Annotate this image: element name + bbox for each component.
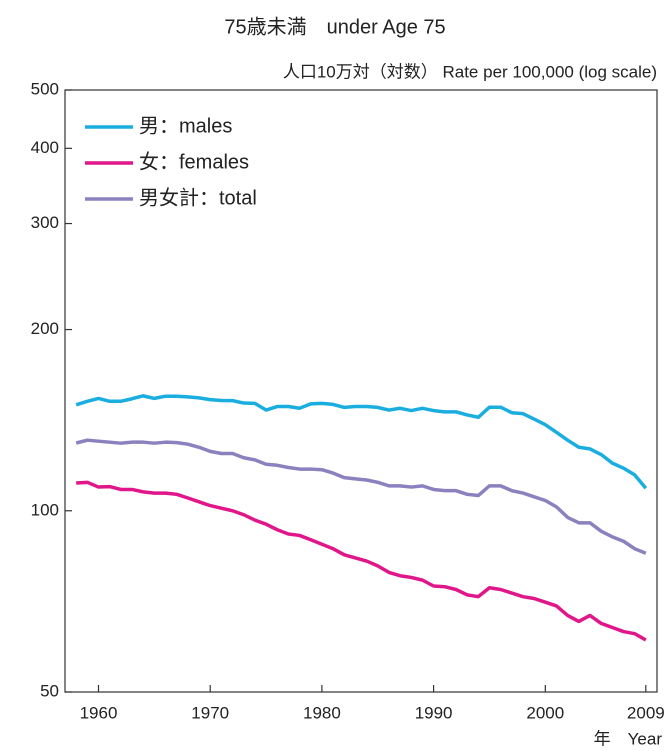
x-tick-label: 1970 bbox=[191, 703, 229, 722]
legend-label: 女：females bbox=[139, 150, 249, 173]
y-tick-label: 300 bbox=[31, 213, 59, 232]
y-tick-label: 50 bbox=[40, 681, 59, 700]
series-line bbox=[76, 480, 647, 642]
x-tick-label: 2009 bbox=[627, 703, 665, 722]
plot-frame bbox=[64, 89, 658, 693]
y-tick-label: 200 bbox=[31, 319, 59, 338]
legend-label: 男：males bbox=[139, 115, 232, 137]
chart-title: 75歳未満 under Age 75 bbox=[224, 15, 445, 38]
series-line bbox=[75, 394, 648, 490]
x-tick-label: 1960 bbox=[80, 703, 118, 722]
x-tick-label: 1990 bbox=[415, 703, 453, 722]
y-tick-label: 100 bbox=[31, 500, 59, 519]
y-tick-label: 500 bbox=[31, 79, 59, 98]
x-tick-label: 1980 bbox=[303, 703, 341, 722]
x-axis-label: 年 Year bbox=[594, 729, 663, 748]
y-axis-label: 人口10万対（対数） Rate per 100,000 (log scale) bbox=[283, 62, 657, 81]
x-tick-label: 2000 bbox=[526, 703, 564, 722]
legend-label: 男女計：total bbox=[139, 186, 257, 209]
y-tick-label: 400 bbox=[31, 138, 59, 157]
series-line bbox=[75, 438, 647, 555]
